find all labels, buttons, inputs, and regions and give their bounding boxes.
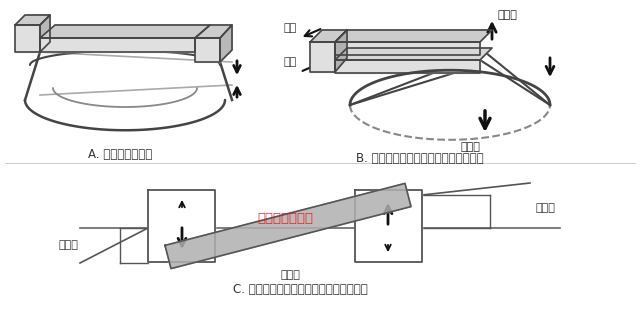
Polygon shape — [335, 48, 492, 60]
Polygon shape — [310, 42, 335, 72]
Polygon shape — [40, 15, 50, 52]
Text: 流量: 流量 — [284, 57, 297, 67]
Polygon shape — [220, 25, 232, 62]
Text: C. 表示力偶及管子扭曲的传感器端面视图: C. 表示力偶及管子扭曲的传感器端面视图 — [232, 283, 367, 296]
Text: 流量: 流量 — [284, 23, 297, 33]
Polygon shape — [165, 183, 411, 269]
Polygon shape — [15, 15, 50, 25]
Polygon shape — [335, 60, 480, 73]
Text: 江苏华云流量计: 江苏华云流量计 — [257, 212, 313, 224]
Polygon shape — [40, 25, 210, 38]
Polygon shape — [310, 30, 347, 42]
Polygon shape — [335, 42, 480, 55]
Polygon shape — [195, 38, 220, 62]
Polygon shape — [335, 30, 492, 42]
Text: 流体力: 流体力 — [497, 10, 517, 20]
Text: 驱动力: 驱动力 — [280, 270, 300, 280]
Polygon shape — [195, 25, 232, 38]
Text: A. 振动中的传感管: A. 振动中的传感管 — [88, 148, 152, 161]
Text: B. 向上运动时在一根传感管上的作用力: B. 向上运动时在一根传感管上的作用力 — [356, 152, 484, 165]
Polygon shape — [15, 25, 40, 52]
Text: 扭转角: 扭转角 — [58, 240, 78, 250]
Polygon shape — [148, 190, 215, 262]
Text: 扭转角: 扭转角 — [535, 203, 555, 213]
Polygon shape — [355, 190, 422, 262]
Polygon shape — [335, 30, 347, 72]
Polygon shape — [40, 38, 195, 52]
Text: 流体力: 流体力 — [460, 142, 480, 152]
